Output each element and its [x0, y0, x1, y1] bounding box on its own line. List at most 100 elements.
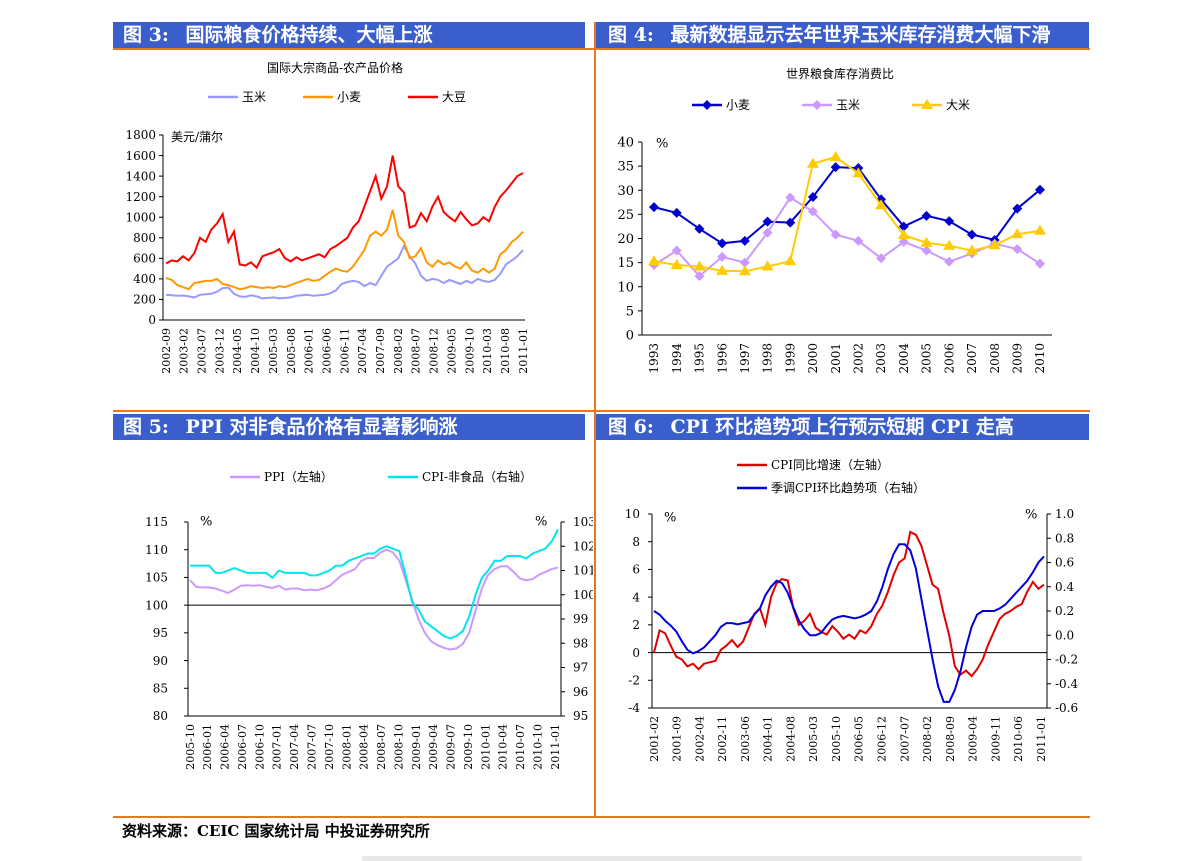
- fig4-header: 图 4: 最新数据显示去年世界玉米库存消费大幅下滑: [596, 22, 1089, 48]
- chart4-s1-point-1: [671, 245, 682, 256]
- chart5-lytick-label-6: 110: [145, 543, 168, 557]
- chart4-s0-point-7: [807, 192, 818, 203]
- chart4-ytick-label-1: 5: [626, 304, 634, 319]
- chart5-xtick-label-13: 2009-01: [410, 724, 423, 770]
- chart4-legend-0-label: 小麦: [726, 98, 750, 112]
- chart6-xtick-label-1: 2001-09: [671, 716, 684, 762]
- chart6-rytick-label-3: 0.0: [1055, 628, 1074, 642]
- chart4-s2-point-16: [1011, 228, 1024, 239]
- chart4-s2-point-17: [1034, 224, 1046, 235]
- chart4-s2-point-3: [716, 264, 729, 275]
- chart4-s2-point-15: [988, 239, 1001, 250]
- chart5-right-label: %: [535, 515, 547, 530]
- chart4-s0-point-8: [830, 162, 841, 173]
- chart4-s1-point-17: [1035, 258, 1045, 269]
- chart4-title: 世界粮食库存消费比: [786, 66, 894, 81]
- chart5-lytick-label-3: 95: [153, 626, 168, 640]
- chart3-series-0: [165, 243, 524, 300]
- chart5-lytick-label-2: 90: [153, 654, 168, 668]
- chart4-series-0: [653, 166, 1041, 245]
- chart4-s1-point-4: [739, 257, 750, 268]
- chart4-s2-point-12: [920, 236, 933, 247]
- chart3-xtick-label-15: 2008-12: [428, 328, 441, 374]
- chart4-s2-point-6: [784, 255, 797, 266]
- chart4-s2-point-2: [693, 260, 706, 271]
- chart4-xtick-label-8: 2001: [829, 343, 843, 374]
- bottom-bar: [362, 856, 1082, 861]
- chart5-left-label: %: [200, 515, 212, 530]
- chart4-xtick-label-3: 1996: [715, 343, 729, 374]
- chart4-ylabel: %: [656, 137, 668, 152]
- chart4-s2-point-11: [897, 229, 910, 240]
- chart4-s2-point-13: [943, 239, 956, 250]
- chart4-s0-point-1: [671, 207, 682, 218]
- chart4-xtick-label-9: 2002: [852, 343, 866, 374]
- chart6-rytick-label-4: 0.2: [1055, 604, 1074, 618]
- chart4-s2-point-10: [875, 199, 888, 210]
- chart4-s2-point-9: [852, 167, 865, 178]
- chart3-ytick-label-7: 1400: [125, 169, 156, 183]
- chart3-xtick-label-3: 2003-12: [213, 328, 226, 374]
- chart5-xtick-label-19: 2010-07: [514, 724, 527, 770]
- chart5-series-0: [189, 548, 559, 651]
- chart5-xtick-label-2: 2006-04: [219, 724, 232, 770]
- chart4-xtick-label-15: 2008: [988, 343, 1002, 374]
- chart5-rytick-label-6: 101: [573, 564, 593, 578]
- chart5-rytick-label-5: 100: [573, 588, 593, 602]
- chart6-xtick-label-5: 2004-01: [762, 716, 775, 762]
- chart3-ytick-label-1: 200: [133, 293, 156, 307]
- chart5-xtick-label-9: 2008-01: [340, 724, 353, 770]
- chart4-s1-point-7: [807, 206, 818, 217]
- chart4-xtick-label-5: 1998: [761, 343, 775, 374]
- chart5-xtick-label-11: 2008-07: [375, 724, 388, 770]
- chart4-xtick-label-16: 2009: [1010, 343, 1024, 374]
- chart6-xtick-label-14: 2009-04: [967, 716, 980, 762]
- chart4-legend-0-marker: [702, 100, 712, 110]
- chart4-xtick-label-11: 2004: [897, 343, 911, 374]
- chart3-ytick-label-4: 800: [133, 231, 156, 245]
- fig6-label: 图 6:: [608, 416, 654, 438]
- chart3-legend-0-label: 玉米: [242, 90, 266, 104]
- chart4-s1-point-13: [944, 256, 955, 267]
- fig6-header: 图 6: CPI 环比趋势项上行预示短期 CPI 走高: [596, 414, 1089, 440]
- chart3-xtick-label-17: 2009-10: [463, 328, 476, 374]
- chart6-rytick-label-7: 0.8: [1055, 531, 1074, 545]
- chart6-xtick-label-17: 2011-01: [1035, 716, 1048, 762]
- chart5-lytick-label-0: 80: [153, 709, 168, 723]
- chart5-xtick-label-12: 2008-10: [392, 724, 405, 770]
- chart5-xtick-label-8: 2007-10: [323, 724, 336, 770]
- chart4-xtick-label-12: 2005: [920, 343, 934, 374]
- chart4-s0-point-6: [785, 217, 796, 228]
- chart6-xtick-label-2: 2002-04: [693, 716, 706, 762]
- chart4-ytick-label-7: 35: [617, 160, 634, 175]
- chart4-s1-point-3: [717, 251, 728, 262]
- chart4-s0-point-3: [717, 238, 728, 249]
- chart6-rytick-label-5: 0.4: [1055, 580, 1074, 594]
- chart5-lytick-label-5: 105: [145, 571, 168, 585]
- chart4-xtick-label-10: 2003: [874, 343, 888, 374]
- chart5-xtick-label-3: 2006-07: [236, 724, 249, 770]
- chart4-s0-point-13: [944, 216, 955, 227]
- chart5-xtick-label-17: 2010-01: [479, 724, 492, 770]
- chart4-s2-point-4: [738, 265, 751, 276]
- chart6-rytick-label-6: 0.6: [1055, 556, 1074, 570]
- chart3-xtick-label-11: 2007-04: [356, 328, 369, 374]
- chart4-s0-point-12: [921, 210, 932, 221]
- chart6-xtick-label-9: 2006-05: [853, 716, 866, 762]
- chart6-lytick-label-3: 2: [632, 618, 640, 632]
- chart6-lytick-label-5: 6: [632, 563, 640, 577]
- chart3-xtick-label-7: 2005-08: [285, 328, 298, 374]
- chart5-xtick-label-15: 2009-07: [445, 724, 458, 770]
- center-divider: [594, 22, 596, 818]
- chart5: PPI（左轴） CPI-非食品（右轴） 80 85 90 95 100 105 110 115 95…: [145, 469, 593, 770]
- chart4-s1-point-2: [694, 271, 705, 282]
- chart3-xtick-label-18: 2010-03: [481, 328, 494, 374]
- chart3-xtick-label-9: 2006-06: [321, 328, 334, 374]
- chart6-xtick-label-13: 2008-09: [944, 716, 957, 762]
- chart4-s1-point-9: [853, 235, 864, 246]
- chart3-xtick-label-6: 2005-03: [267, 328, 280, 374]
- chart6-xtick-label-15: 2009-11: [989, 716, 1002, 762]
- chart4-xtick-label-17: 2010: [1033, 343, 1047, 374]
- chart3-xtick-label-10: 2006-11: [338, 328, 351, 374]
